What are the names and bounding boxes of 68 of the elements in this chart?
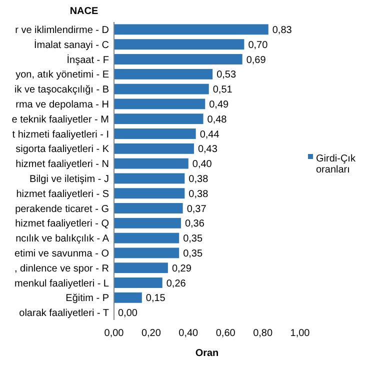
bar (114, 218, 181, 228)
y-tick-label: , dinlence ve spor - R (14, 263, 109, 274)
x-tick-label: 0,80 (253, 328, 273, 339)
x-tick-label: 1,00 (290, 328, 310, 339)
text: 0,36 (184, 218, 204, 230)
y-tick-label: ncılık ve balıkçılık - A (16, 234, 110, 245)
text: 0,38 (188, 174, 208, 185)
text: 0,29 (172, 263, 192, 274)
bar (114, 278, 162, 288)
bar (114, 262, 168, 274)
text: 0,15 (146, 293, 166, 304)
bar (114, 84, 209, 94)
y-tick-label: Bilgi ve iletişim - J (30, 174, 109, 185)
bar (114, 203, 183, 214)
y-tick-label: e teknik faaliyetler - M (12, 114, 109, 126)
bar (114, 128, 196, 139)
text: 0,40 (192, 159, 212, 170)
legend-label: Girdi-Çık oranları (316, 154, 356, 176)
text: 0,35 (183, 234, 203, 245)
y-tick-label: İnşaat - F (66, 54, 109, 66)
text: 0,26 (166, 278, 186, 290)
y-tick-label: sigorta faaliyetleri - K (16, 144, 110, 156)
y-tick-label: menkul faaliyetleri - L (14, 278, 110, 290)
bar (114, 114, 204, 124)
bar (114, 98, 206, 110)
bar (114, 54, 242, 64)
y-tick-label: ik ve taşocakçılığı - B (14, 84, 110, 96)
y-tick-label: hizmet faaliyetleri - Q (15, 218, 110, 230)
bar (114, 68, 213, 80)
bar (114, 248, 180, 258)
text: 0,53 (216, 70, 236, 81)
text: 0,48 (207, 114, 227, 126)
y-tick-label: perakende ticaret - G (15, 204, 110, 215)
bar (114, 143, 194, 154)
x-tick-label: 0,40 (178, 328, 199, 339)
bar (114, 188, 185, 199)
text: 0,35 (183, 248, 203, 260)
text: 0,38 (188, 188, 208, 200)
y-tick-label: olarak faaliyetleri - T (19, 308, 109, 320)
text: 0,37 (186, 204, 206, 215)
x-tick-label: 0,20 (141, 328, 162, 339)
y-tick-label: etimi ve savunma - O (14, 248, 110, 260)
y-axis-title: NACE (70, 6, 98, 17)
bar (114, 173, 185, 184)
y-tick-label: yon, atık yönetimi - E (16, 70, 110, 81)
bar (114, 232, 180, 244)
x-tick-label: 0,60 (216, 328, 236, 339)
text: 0,83 (272, 24, 292, 36)
y-tick-label: t hizmeti faaliyetleri - I (12, 129, 109, 140)
text: 0,49 (209, 99, 229, 110)
text: 0,00 (118, 308, 138, 320)
bar (114, 24, 268, 35)
bar (114, 292, 142, 303)
y-tick-label: hizmet faaliyetleri - S (16, 188, 110, 200)
text: 0,43 (198, 144, 218, 156)
y-tick-label: İmalat sanayi - C (34, 38, 109, 51)
bar (114, 39, 244, 50)
x-tick-label: 0,00 (104, 328, 124, 339)
y-tick-label: Eğitim - P (66, 293, 110, 304)
text: 0,51 (212, 84, 232, 96)
text: 0,70 (248, 40, 268, 51)
text: 0,44 (200, 129, 220, 140)
text: 0,69 (246, 54, 266, 66)
y-tick-label: hizmet faaliyetleri - N (16, 159, 109, 170)
y-tick-label: rma ve depolama - H (16, 99, 109, 110)
x-axis-title: Oran (195, 348, 219, 359)
y-tick-label: r ve iklimlendirme - D (15, 24, 109, 36)
bar (114, 158, 188, 169)
